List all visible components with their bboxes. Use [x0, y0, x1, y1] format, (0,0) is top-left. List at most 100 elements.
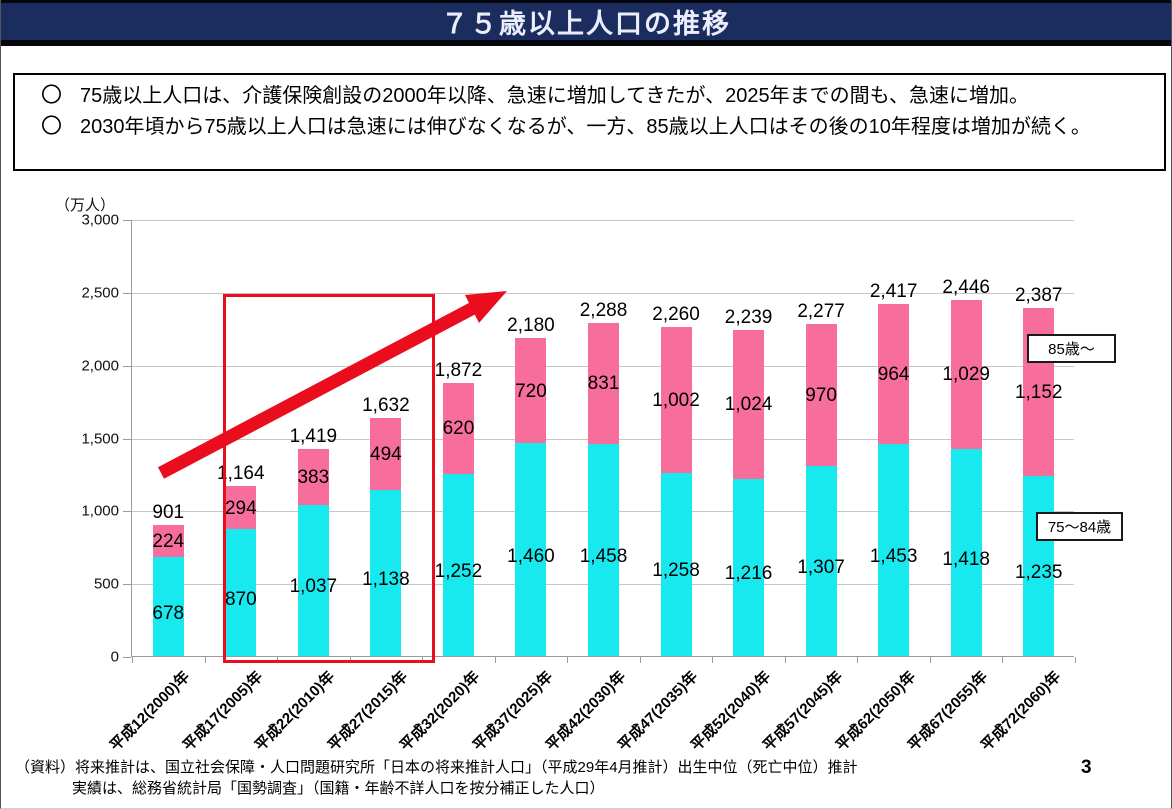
y-tick-mark — [123, 438, 131, 440]
x-tick-mark — [204, 657, 206, 663]
y-tick-mark — [123, 657, 131, 658]
value-label-85plus: 383 — [297, 467, 330, 489]
y-tick-mark — [123, 365, 131, 367]
y-tick-label: 1,500 — [81, 430, 119, 447]
bar-平成57(2045)年 — [805, 324, 837, 656]
plot-area: 901 224 678 1,164 294 870 1,419 383 1,037 1,632 49… — [131, 220, 1076, 663]
page-number: 3 — [1081, 757, 1092, 778]
value-label-75-84: 1,037 — [289, 576, 338, 598]
value-label-75-84: 1,307 — [797, 556, 845, 578]
bar-平成47(2035)年 — [660, 326, 692, 656]
x-tick-mark — [639, 657, 641, 663]
page-title: ７５歳以上人口の推移 — [441, 9, 731, 39]
value-label-85plus: 620 — [442, 418, 475, 440]
segment-75-84 — [297, 504, 329, 656]
value-label-75-84: 1,453 — [869, 546, 918, 568]
segment-75-84 — [805, 465, 837, 656]
value-label-75-84: 1,252 — [434, 560, 483, 582]
y-tick-mark — [123, 584, 131, 586]
value-label-85plus: 1,029 — [942, 364, 990, 386]
y-tick-mark — [123, 511, 131, 513]
x-tick-mark — [277, 657, 279, 663]
x-tick-mark — [1075, 657, 1076, 663]
value-label-75-84: 1,418 — [942, 548, 990, 570]
value-label-75-84: 1,460 — [507, 545, 555, 567]
summary-box: 〇 75歳以上人口は、介護保険創設の2000年以降、急速に増加してきたが、2025… — [13, 73, 1166, 171]
x-tick-mark — [349, 657, 351, 663]
x-category-label: 平成72(2060)年 — [977, 668, 1064, 755]
total-label: 2,446 — [942, 276, 990, 298]
population-stacked-bar-chart: （万人） 0 500 1,000 1,500 2,000 2,500 3,000 901 22… — [1, 190, 1171, 760]
value-label-75-84: 1,216 — [724, 563, 773, 585]
source-note: （資料）将来推計は、国立社会保障・人口問題研究所「日本の将来推計人口」（平成29… — [15, 757, 858, 799]
summary-bullet-2: 〇 2030年頃から75歳以上人口は急速には伸びなくなるが、一方、85歳以上人口は… — [41, 112, 1152, 142]
y-tick-label: 3,000 — [81, 211, 119, 229]
segment-85plus — [878, 303, 910, 445]
total-label: 1,632 — [362, 395, 410, 417]
segment-85plus — [152, 524, 184, 558]
legend-85-and-over: 85歳〜 — [1027, 334, 1116, 363]
segment-75-84 — [878, 444, 910, 656]
x-category-label: 平成67(2055)年 — [905, 668, 992, 755]
x-tick-mark — [929, 657, 931, 663]
source-line-1: （資料）将来推計は、国立社会保障・人口問題研究所「日本の将来推計人口」（平成29… — [15, 759, 858, 776]
segment-85plus — [733, 329, 765, 479]
bar-平成42(2030)年 — [588, 322, 619, 656]
segment-75-84 — [1023, 476, 1055, 656]
value-label-75-84: 1,458 — [579, 545, 628, 567]
page-title-bar: ７５歳以上人口の推移 — [1, 0, 1171, 46]
gridline — [132, 220, 1074, 221]
value-label-85plus: 1,024 — [724, 394, 773, 416]
bar-平成52(2040)年 — [733, 329, 765, 656]
bar-平成62(2050)年 — [878, 303, 910, 656]
bar-平成67(2055)年 — [950, 299, 982, 656]
y-tick-label: 2,000 — [81, 357, 119, 375]
segment-75-84 — [588, 443, 619, 656]
total-label: 901 — [152, 501, 185, 523]
value-label-85plus: 831 — [587, 373, 620, 395]
bullet-circle-icon: 〇 — [41, 115, 62, 138]
source-line-2: 実績は、総務省統計局「国勢調査」（国籍・年齢不詳人口を按分補正した人口） — [72, 780, 605, 797]
y-tick-mark — [123, 220, 131, 221]
segment-85plus — [660, 326, 692, 473]
segment-85plus — [805, 324, 837, 466]
segment-75-84 — [515, 443, 547, 656]
value-label-85plus: 964 — [877, 364, 910, 386]
total-label: 2,180 — [507, 315, 555, 337]
value-label-85plus: 1,152 — [1014, 382, 1063, 404]
value-label-85plus: 494 — [370, 444, 402, 466]
y-tick-label: 500 — [93, 575, 119, 593]
y-tick-label: 1,000 — [81, 502, 119, 520]
x-tick-mark — [1002, 657, 1004, 663]
value-label-75-84: 1,258 — [652, 560, 700, 582]
segment-75-84 — [733, 478, 765, 656]
summary-bullet-2-text: 2030年頃から75歳以上人口は急速には伸びなくなるが、一方、85歳以上人口はそ… — [80, 116, 1091, 138]
y-tick-label: 2,500 — [81, 284, 119, 302]
total-label: 2,277 — [797, 301, 845, 323]
y-axis-unit-label: （万人） — [55, 197, 116, 214]
x-tick-mark — [784, 657, 786, 663]
x-tick-mark — [422, 657, 424, 663]
segment-85plus — [515, 338, 547, 444]
segment-75-84 — [225, 529, 257, 656]
x-tick-mark — [132, 657, 133, 663]
total-label: 2,239 — [724, 306, 773, 328]
bar-平成12(2000)年 — [152, 524, 184, 656]
summary-bullet-1: 〇 75歳以上人口は、介護保険創設の2000年以降、急速に増加してきたが、2025… — [41, 81, 1152, 111]
y-tick-mark — [123, 292, 131, 294]
segment-85plus — [225, 486, 257, 530]
value-label-75-84: 870 — [224, 588, 257, 610]
total-label: 2,387 — [1014, 285, 1063, 307]
bar-平成37(2025)年 — [515, 338, 547, 656]
value-label-85plus: 1,002 — [652, 389, 700, 411]
total-label: 2,260 — [652, 303, 700, 325]
legend-75-to-84: 75〜84歳 — [1036, 512, 1123, 541]
segment-75-84 — [370, 490, 402, 656]
x-tick-mark — [857, 657, 859, 663]
summary-bullet-1-text: 75歳以上人口は、介護保険創設の2000年以降、急速に増加してきたが、2025年… — [80, 85, 1030, 107]
segment-85plus — [950, 299, 982, 450]
segment-75-84 — [660, 472, 692, 656]
gridline — [132, 292, 1074, 294]
value-label-75-84: 1,138 — [362, 569, 410, 591]
